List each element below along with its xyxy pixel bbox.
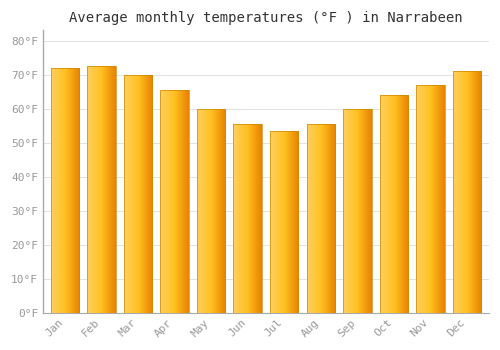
Bar <box>87 66 116 313</box>
Bar <box>50 68 79 313</box>
Bar <box>380 95 408 313</box>
Bar <box>452 71 481 313</box>
Bar <box>234 124 262 313</box>
Bar <box>270 131 298 313</box>
Bar <box>124 75 152 313</box>
Bar <box>416 85 444 313</box>
Bar <box>343 108 372 313</box>
Bar <box>306 124 335 313</box>
Bar <box>197 108 226 313</box>
Title: Average monthly temperatures (°F ) in Narrabeen: Average monthly temperatures (°F ) in Na… <box>69 11 462 25</box>
Bar <box>160 90 189 313</box>
